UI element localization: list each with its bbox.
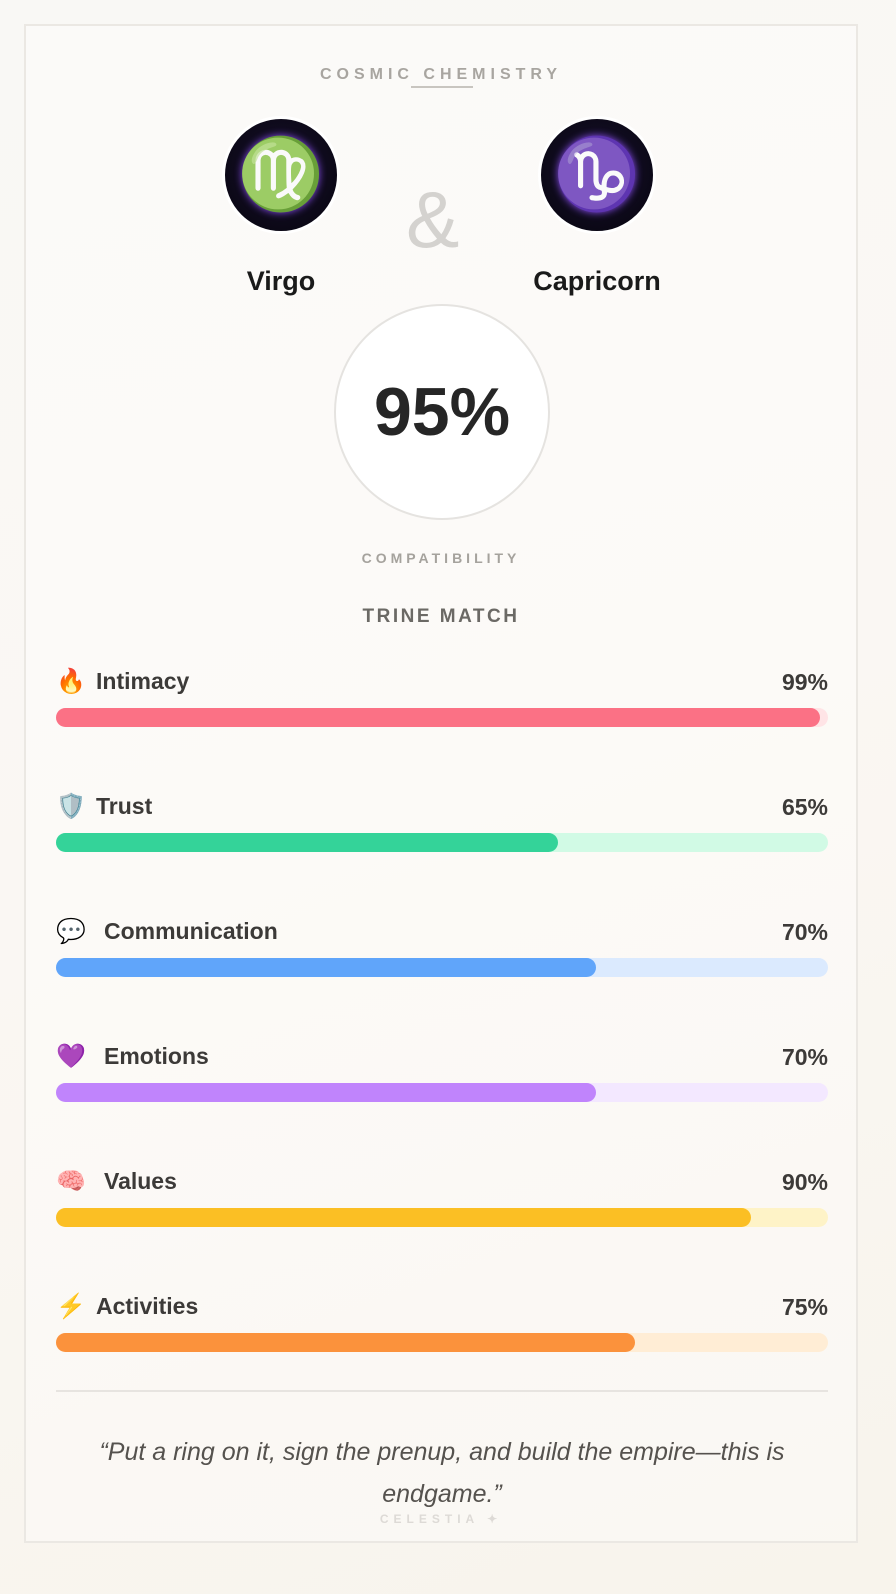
category-label: Trust (96, 793, 153, 819)
category-row-communication: 💬 Communication 70% (56, 916, 828, 986)
category-row-activities: ⚡ Activities 75% (56, 1291, 828, 1361)
quote: “Put a ring on it, sign the prenup, and … (99, 1438, 785, 1508)
ampersand: & (406, 175, 460, 264)
progress-track (56, 1333, 828, 1352)
brand-watermark: CELESTIA ✦ (379, 1512, 503, 1526)
fire-icon: 🔥 (56, 667, 86, 695)
category-percent: 65% (781, 794, 828, 820)
sign-name-virgo: Virgo (246, 266, 316, 296)
compatibility-score: 95% (334, 304, 550, 520)
category-row-emotions: 💜 Emotions 70% (56, 1041, 828, 1111)
progress-fill (56, 958, 597, 977)
shield-icon: 🛡️ (56, 792, 86, 820)
progress-track (56, 1208, 828, 1227)
brain-icon: 🧠 (56, 1167, 86, 1195)
category-percent: 70% (781, 919, 828, 945)
speech-bubble-icon: 💬 (56, 917, 86, 945)
match-type: TRINE MATCH (362, 606, 520, 627)
progress-track (56, 1083, 828, 1102)
virgo-icon: ♍ (222, 116, 340, 234)
kicker-title: COSMIC CHEMISTRY (319, 66, 563, 83)
category-label: Emotions (104, 1043, 209, 1069)
progress-fill (56, 1333, 635, 1352)
compatibility-label: COMPATIBILITY (361, 550, 521, 566)
kicker-underline (411, 86, 473, 88)
category-percent: 99% (781, 669, 828, 695)
progress-track (56, 708, 828, 727)
category-percent: 90% (781, 1169, 828, 1195)
category-label: Intimacy (96, 668, 190, 694)
progress-fill (56, 833, 558, 852)
progress-fill (56, 1083, 597, 1102)
category-label: Communication (104, 918, 278, 944)
progress-track (56, 958, 828, 977)
progress-track (56, 833, 828, 852)
category-row-trust: 🛡️ Trust 65% (56, 791, 828, 861)
compatibility-card: COSMIC CHEMISTRY ♍ ♑ Virgo Capricorn & 9… (24, 24, 858, 1543)
divider (56, 1390, 828, 1392)
capricorn-icon: ♑ (538, 116, 656, 234)
category-row-intimacy: 🔥 Intimacy 99% (56, 666, 828, 736)
progress-fill (56, 1208, 751, 1227)
category-label: Values (104, 1168, 177, 1194)
category-percent: 75% (781, 1294, 828, 1320)
category-label: Activities (96, 1293, 199, 1319)
category-row-values: 🧠 Values 90% (56, 1166, 828, 1236)
progress-fill (56, 708, 821, 727)
sign-name-capricorn: Capricorn (533, 266, 661, 296)
lightning-icon: ⚡ (56, 1292, 86, 1320)
purple-heart-icon: 💜 (56, 1042, 86, 1070)
category-percent: 70% (781, 1044, 828, 1070)
